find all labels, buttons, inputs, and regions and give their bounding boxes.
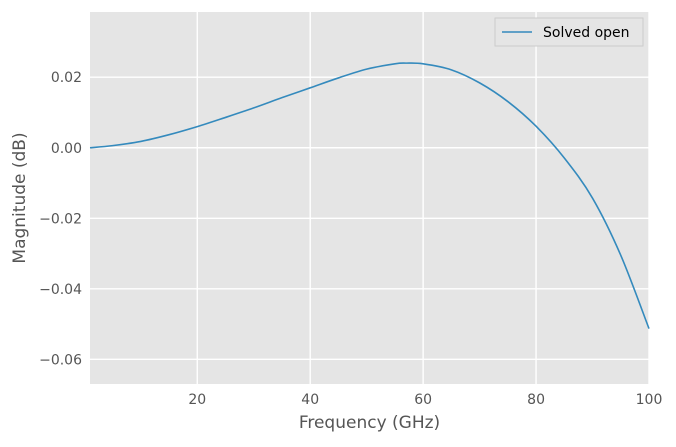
x-tick-label: 100 <box>636 392 663 408</box>
x-tick-label: 40 <box>301 392 319 408</box>
y-tick-label: −0.04 <box>39 282 82 298</box>
y-tick-label: 0.02 <box>51 70 82 86</box>
legend: Solved open <box>494 17 644 47</box>
y-axis-label: Magnitude (dB) <box>10 132 30 263</box>
y-tick-label: −0.06 <box>39 352 82 368</box>
series-layer <box>89 62 650 329</box>
x-tick-label: 80 <box>527 392 545 408</box>
x-tick-label: 20 <box>188 392 206 408</box>
x-axis-label: Frequency (GHz) <box>299 413 440 433</box>
y-tick-label: −0.02 <box>39 211 82 227</box>
y-tick-label: 0.00 <box>51 141 82 157</box>
x-tick-label: 60 <box>414 392 432 408</box>
series-line-0 <box>89 62 650 329</box>
legend-entry-label: Solved open <box>543 25 630 41</box>
y-axis-ticks: 0.02 0.00 −0.02 −0.04 −0.06 <box>39 70 82 368</box>
x-axis-ticks: 20 40 60 80 100 <box>188 392 662 408</box>
plot-background <box>90 12 649 384</box>
